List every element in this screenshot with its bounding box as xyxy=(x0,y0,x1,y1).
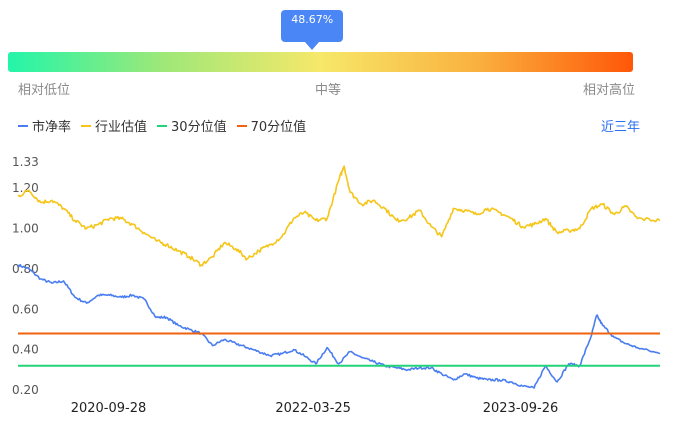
y-tick-label: 1.00 xyxy=(12,222,39,236)
legend-swatch-p30 xyxy=(157,124,168,127)
gauge-low-label: 相对低位 xyxy=(18,83,71,98)
legend-label-industry: 行业估值 xyxy=(95,120,148,135)
series-line-industry xyxy=(17,165,661,267)
x-tick-label: 2023-09-26 xyxy=(483,401,559,416)
gauge-mid-label: 中等 xyxy=(315,83,342,98)
y-tick-label: 1.20 xyxy=(12,181,39,195)
y-tick-label: 1.33 xyxy=(12,155,39,169)
x-tick-label: 2022-03-25 xyxy=(275,401,351,416)
legend-swatch-p70 xyxy=(236,124,247,127)
legend-swatch-industry xyxy=(81,124,92,127)
x-tick-label: 2020-09-28 xyxy=(71,401,147,416)
legend-item-p30[interactable]: 30分位值 xyxy=(157,116,227,135)
percentile-tooltip: 48.67% xyxy=(281,10,344,50)
legend-item-industry[interactable]: 行业估值 xyxy=(81,116,147,135)
legend-label-pb: 市净率 xyxy=(32,120,72,135)
series-line-pb xyxy=(17,263,661,389)
legend-label-p70: 70分位值 xyxy=(250,120,307,135)
y-tick-label: 0.20 xyxy=(12,383,39,397)
legend-item-p70[interactable]: 70分位值 xyxy=(236,116,307,135)
y-tick-label: 0.40 xyxy=(12,343,39,357)
y-tick-label: 0.60 xyxy=(12,302,39,316)
legend-item-pb[interactable]: 市净率 xyxy=(18,116,71,135)
percentile-gradient-bar xyxy=(8,52,633,72)
legend-label-p30: 30分位值 xyxy=(171,120,227,135)
gauge-high-label: 相对高位 xyxy=(583,83,636,98)
period-selector[interactable]: 近三年 xyxy=(600,120,640,135)
chart-legend: 市净率 行业估值 30分位值 70分位值 xyxy=(18,116,316,135)
legend-swatch-pb xyxy=(18,124,28,127)
